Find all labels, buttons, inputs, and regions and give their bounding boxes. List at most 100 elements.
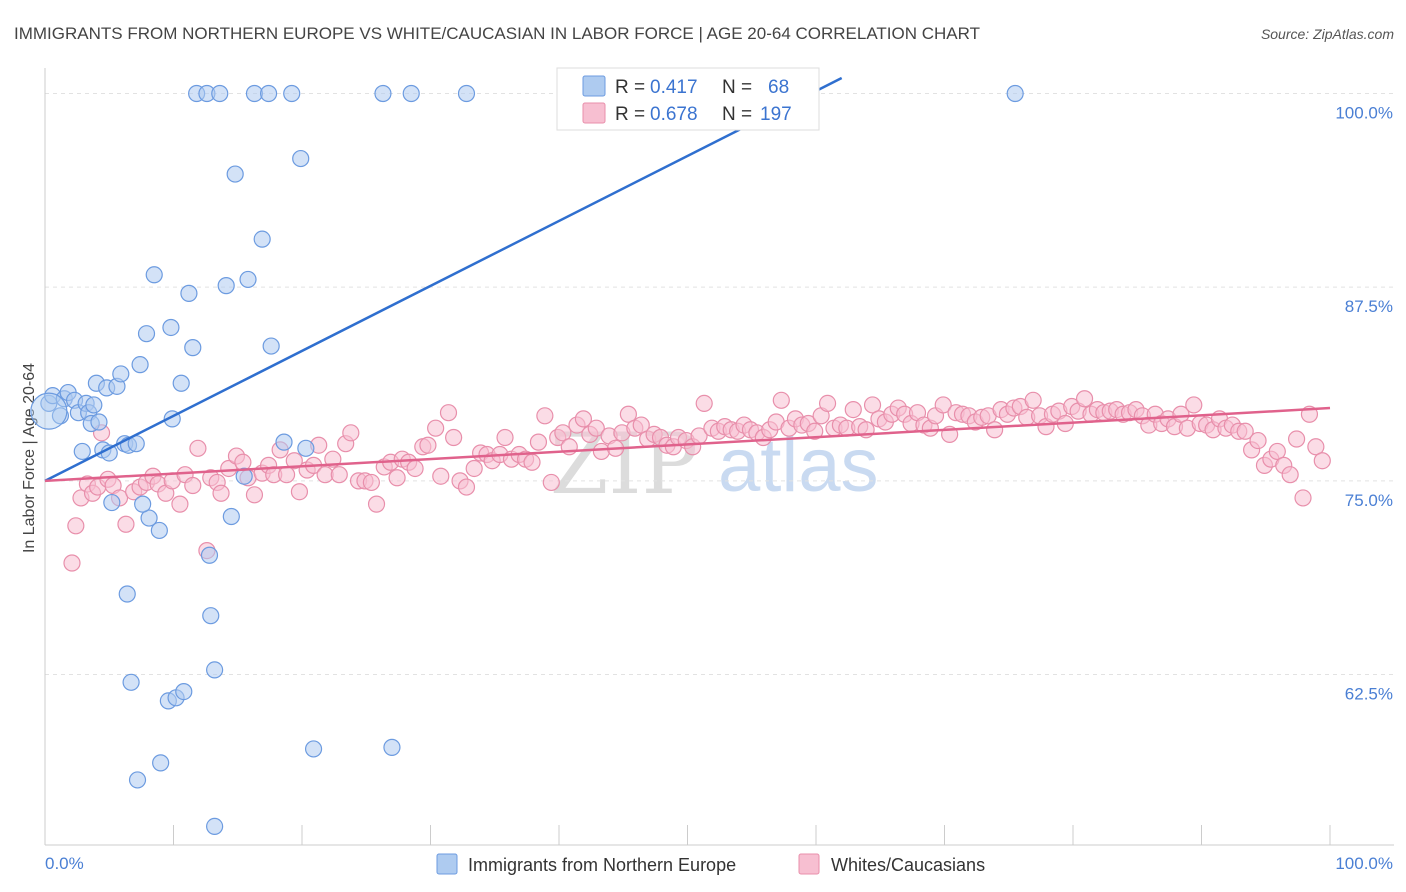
legend-n-label-1: N =: [722, 104, 752, 125]
point-northern-europe: [383, 738, 401, 756]
point-whites: [445, 428, 463, 447]
point-northern-europe: [202, 607, 220, 625]
point-northern-europe: [211, 84, 229, 103]
point-whites: [220, 459, 238, 478]
point-northern-europe: [217, 277, 235, 295]
legend-r-label-0: R =: [615, 77, 645, 98]
point-whites: [574, 410, 593, 428]
point-whites: [342, 424, 360, 442]
point-whites: [1268, 442, 1286, 461]
point-northern-europe: [226, 165, 244, 183]
point-whites: [419, 436, 437, 454]
bottom-legend-swatch-northern-europe: [436, 853, 458, 875]
legend-r-label-1: R =: [615, 104, 645, 125]
legend-r-value-1: 0.678: [650, 104, 698, 125]
axes: [44, 68, 1394, 846]
point-whites: [554, 424, 572, 442]
point-northern-europe: [90, 413, 108, 431]
point-whites: [592, 442, 611, 461]
point-whites: [427, 419, 445, 437]
y-tick-label: 87.5%: [1345, 297, 1393, 316]
point-northern-europe: [128, 771, 147, 789]
point-whites: [406, 459, 424, 478]
legend-swatch-whites: [582, 102, 606, 124]
point-northern-europe: [140, 509, 158, 527]
bottom-legend-label-whites: Whites/Caucasians: [831, 855, 985, 875]
point-whites: [1172, 405, 1190, 423]
point-whites: [986, 421, 1004, 439]
point-whites: [67, 517, 85, 535]
point-whites: [1249, 431, 1267, 450]
point-whites: [496, 428, 514, 447]
legend-swatch-northern-europe: [582, 75, 606, 97]
point-whites: [367, 495, 386, 513]
point-northern-europe: [103, 493, 121, 512]
point-whites: [290, 483, 309, 501]
chart-title: IMMIGRANTS FROM NORTHERN EUROPE VS WHITE…: [14, 24, 980, 43]
point-northern-europe: [253, 230, 271, 248]
point-northern-europe: [304, 740, 323, 758]
y-tick-label: 75.0%: [1345, 491, 1393, 510]
point-northern-europe: [262, 337, 280, 355]
point-northern-europe: [112, 365, 130, 383]
point-whites: [277, 466, 296, 484]
legend-n-value-0: 68: [768, 77, 789, 98]
point-northern-europe: [175, 682, 193, 701]
point-northern-europe: [200, 546, 219, 564]
point-whites: [523, 453, 541, 471]
point-northern-europe: [131, 356, 149, 374]
point-northern-europe: [137, 325, 156, 343]
point-whites: [184, 476, 202, 495]
point-whites: [117, 515, 135, 533]
point-northern-europe: [206, 817, 224, 836]
point-northern-europe: [235, 467, 253, 485]
trend-lines: [44, 76, 1331, 483]
point-whites: [432, 467, 450, 485]
point-northern-europe: [374, 84, 392, 103]
point-northern-europe: [275, 433, 293, 451]
point-northern-europe: [145, 266, 163, 284]
point-whites: [1075, 390, 1094, 408]
y-tick-labels: 100.0% 87.5% 75.0% 62.5%: [1335, 103, 1393, 703]
point-whites: [1307, 438, 1325, 456]
point-northern-europe: [122, 673, 140, 691]
y-tick-label: 62.5%: [1345, 685, 1393, 704]
point-northern-europe: [152, 754, 170, 772]
point-whites: [285, 452, 303, 470]
point-northern-europe: [30, 392, 68, 430]
point-whites: [457, 478, 476, 496]
point-whites: [844, 400, 862, 419]
point-whites: [330, 466, 348, 484]
point-northern-europe: [402, 84, 420, 103]
point-whites: [695, 394, 713, 412]
bottom-legend: Immigrants from Northern Europe Whites/C…: [436, 853, 985, 875]
y-axis-label: In Labor Force | Age 20-64: [21, 363, 38, 553]
point-whites: [536, 407, 554, 425]
point-northern-europe: [206, 661, 224, 679]
bottom-legend-label-northern-europe: Immigrants from Northern Europe: [468, 855, 736, 875]
point-whites: [934, 396, 952, 414]
point-whites: [439, 404, 458, 422]
point-northern-europe: [297, 439, 315, 457]
point-northern-europe: [239, 270, 257, 289]
point-northern-europe: [457, 84, 476, 103]
point-northern-europe: [150, 521, 168, 540]
x-tick-label-max: 100.0%: [1335, 854, 1393, 873]
legend-n-value-1: 197: [760, 104, 792, 125]
point-northern-europe: [134, 495, 152, 513]
point-northern-europe: [283, 84, 301, 103]
point-whites: [1281, 466, 1299, 484]
chart-source: Source: ZipAtlas.com: [1261, 26, 1394, 42]
point-whites: [1024, 391, 1042, 409]
point-whites: [529, 433, 548, 451]
point-whites: [1313, 452, 1331, 470]
point-northern-europe: [162, 318, 180, 337]
bottom-legend-swatch-whites: [798, 853, 820, 875]
point-whites: [1236, 422, 1254, 440]
x-tick-label-min: 0.0%: [45, 854, 84, 873]
point-whites: [388, 469, 406, 487]
point-whites: [189, 439, 207, 457]
point-whites: [1185, 396, 1203, 414]
point-northern-europe: [180, 284, 198, 302]
